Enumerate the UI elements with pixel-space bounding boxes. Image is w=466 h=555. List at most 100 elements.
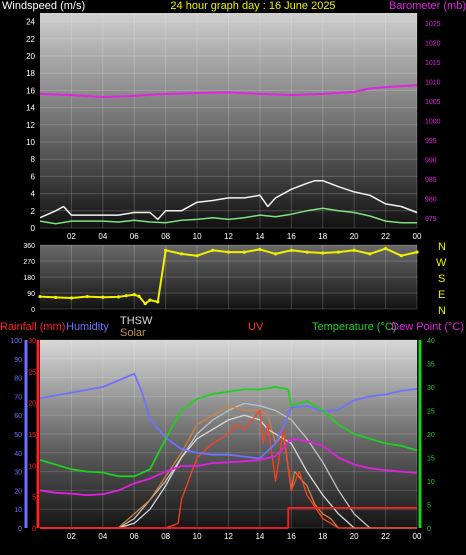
wind-x-tick: 12: [224, 232, 233, 241]
temp-y-tick: 20: [427, 432, 435, 439]
direction-point: [242, 250, 246, 254]
direction-point: [54, 295, 58, 300]
rainfall-mm-line: [40, 506, 417, 529]
tick-labels: 0246810121416182022249759809859909951000…: [10, 18, 440, 541]
humidity-y-tick: 40: [14, 451, 22, 458]
direction-y-tick: 0: [31, 307, 35, 314]
direction-point: [211, 248, 215, 252]
temp-y-tick: 0: [427, 526, 431, 533]
direction-point: [399, 254, 403, 258]
direction-point: [132, 293, 136, 297]
direction-point: [124, 294, 128, 298]
humidity-y-tick: 50: [14, 432, 22, 439]
direction-point: [195, 254, 199, 258]
barometer-line: [39, 84, 418, 98]
barometer-y-tick: 1010: [425, 79, 441, 86]
wind-y-tick: 24: [26, 18, 35, 27]
dew-point-c-line: [39, 437, 418, 497]
barometer-y-tick: 1020: [425, 40, 441, 47]
humidity-y-tick: 20: [14, 488, 22, 495]
humidity-line: [39, 372, 418, 460]
direction-y-tick: 360: [23, 243, 35, 250]
wind-y-tick: 12: [26, 121, 35, 130]
humidity-y-tick: 90: [14, 357, 22, 364]
barometer-y-tick: 980: [425, 197, 437, 204]
temp-y-tick: 30: [427, 385, 435, 392]
direction-point: [274, 252, 278, 256]
wind-y-tick: 14: [26, 104, 35, 113]
wind-x-tick: 06: [130, 232, 139, 241]
wind-y-tick: 18: [26, 69, 35, 78]
temp-x-tick: 12: [224, 532, 233, 541]
temp-x-tick: 06: [130, 532, 139, 541]
wind-y-tick: 0: [31, 224, 36, 233]
solar-max-line: [118, 402, 371, 529]
direction-point: [85, 294, 89, 299]
wind-y-tick: 16: [26, 86, 35, 95]
compass-e: E: [438, 289, 445, 301]
wind-x-tick: 04: [98, 232, 107, 241]
barometer-y-tick: 1015: [425, 60, 441, 67]
wind-x-tick: 14: [255, 232, 264, 241]
humidity-y-tick: 0: [18, 526, 22, 533]
direction-point: [69, 296, 74, 300]
direction-point: [336, 250, 341, 254]
temp-y-tick: 5: [427, 503, 431, 510]
wind-y-tick: 20: [26, 52, 35, 61]
direction-point: [156, 300, 160, 304]
humidity-y-tick: 30: [14, 470, 22, 477]
wind-x-tick: 02: [67, 232, 76, 241]
direction-y-tick: 180: [23, 275, 35, 282]
rain-y-tick: 10: [28, 463, 36, 470]
direction-point: [137, 294, 141, 298]
humidity-y-tick: 60: [14, 413, 22, 420]
direction-point: [38, 294, 42, 299]
wind-y-tick: 2: [31, 207, 36, 216]
legend-uv: UV: [248, 321, 264, 333]
temp-x-tick: 04: [98, 532, 107, 541]
humidity-y-tick: 70: [14, 394, 22, 401]
direction-point: [258, 247, 262, 252]
humidity-y-tick: 100: [10, 338, 22, 345]
temp-y-tick: 25: [427, 409, 435, 416]
barometer-y-tick: 1000: [425, 119, 441, 126]
wind_avg-line: [39, 207, 417, 225]
legend-solar: Solar: [120, 327, 146, 339]
direction-point: [321, 251, 325, 255]
compass-n-top: N: [438, 241, 446, 253]
wind-y-tick: 8: [31, 155, 36, 164]
wind-x-tick: 00: [413, 232, 422, 241]
rain-y-tick: 30: [28, 338, 36, 345]
temp-x-tick: 20: [350, 532, 359, 541]
compass-s: S: [438, 273, 445, 285]
temp-x-tick: 14: [255, 532, 264, 541]
temp-x-tick: 10: [193, 532, 202, 541]
direction-point: [179, 252, 183, 256]
direction-point: [368, 252, 372, 256]
wind-y-tick: 10: [26, 138, 35, 147]
rain-y-tick: 0: [32, 526, 36, 533]
direction-point: [305, 250, 309, 254]
temp-x-tick: 02: [67, 532, 76, 541]
direction-point: [164, 248, 168, 252]
wind-y-tick: 22: [26, 35, 35, 44]
chart-marks: [38, 84, 419, 529]
direction-point: [101, 295, 105, 299]
wind-y-tick: 6: [31, 172, 36, 181]
wind_gust-line: [39, 179, 418, 221]
wind-x-tick: 16: [287, 232, 296, 241]
temp-x-tick: 22: [381, 532, 390, 541]
direction-point: [116, 295, 121, 299]
barometer-y-tick: 990: [425, 158, 437, 165]
temp-y-tick: 10: [427, 479, 435, 486]
windspeed-axis-label: Windspeed (m/s): [2, 0, 85, 12]
direction-y-tick: 270: [23, 259, 35, 266]
legend-temperature: Temperature (°C): [312, 321, 396, 333]
temp-y-tick: 35: [427, 362, 435, 369]
temp-x-tick: 00: [413, 532, 422, 541]
barometer-y-tick: 985: [425, 177, 437, 184]
direction-y-tick: 90: [27, 291, 35, 298]
barometer-y-tick: 1025: [425, 21, 441, 28]
wind-x-tick: 18: [318, 232, 327, 241]
